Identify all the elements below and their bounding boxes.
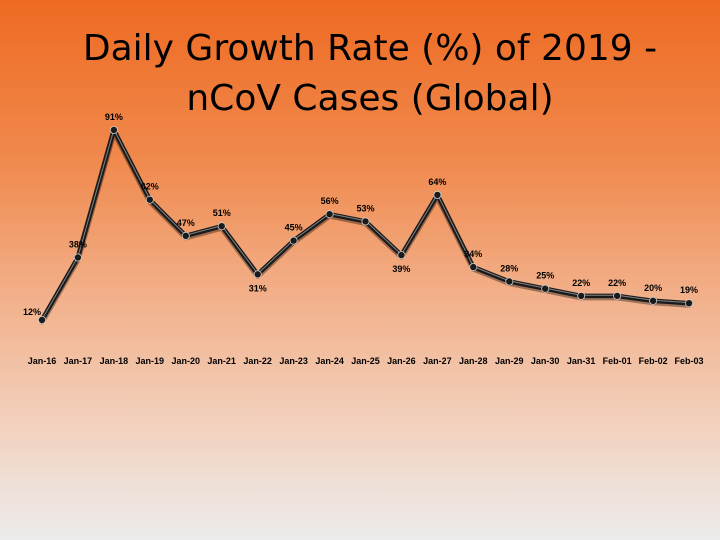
- data-label-feb-03: 19%: [680, 285, 698, 295]
- data-point-jan-22: [253, 270, 262, 279]
- x-tick-feb-01: Feb-01: [603, 356, 632, 366]
- data-label-jan-31: 22%: [572, 278, 590, 288]
- x-tick-jan-22: Jan-22: [243, 356, 272, 366]
- data-label-jan-29: 28%: [500, 264, 518, 274]
- data-points: [38, 126, 694, 324]
- series-line-group: [39, 127, 692, 325]
- data-point-jan-26: [397, 251, 406, 260]
- data-label-jan-25: 53%: [356, 203, 374, 213]
- x-tick-feb-02: Feb-02: [639, 356, 668, 366]
- x-tick-jan-26: Jan-26: [387, 356, 416, 366]
- data-point-jan-28: [469, 263, 478, 272]
- data-point-jan-19: [145, 195, 154, 204]
- x-tick-jan-25: Jan-25: [351, 356, 380, 366]
- x-tick-jan-19: Jan-19: [136, 356, 165, 366]
- data-label-jan-24: 56%: [321, 196, 339, 206]
- chart-title-line-1: Daily Growth Rate (%) of 2019 -: [82, 28, 658, 69]
- data-label-jan-26: 39%: [392, 264, 410, 274]
- data-point-jan-21: [217, 222, 226, 231]
- data-label-jan-28: 34%: [464, 249, 482, 259]
- data-point-jan-29: [505, 277, 514, 286]
- data-point-feb-01: [613, 291, 622, 300]
- x-tick-jan-16: Jan-16: [28, 356, 57, 366]
- data-point-jan-23: [289, 236, 298, 245]
- x-tick-jan-20: Jan-20: [172, 356, 201, 366]
- x-tick-jan-21: Jan-21: [207, 356, 236, 366]
- x-tick-jan-30: Jan-30: [531, 356, 560, 366]
- data-label-jan-18: 91%: [105, 112, 123, 122]
- x-axis-tick-labels: Jan-16 Jan-17 Jan-18 Jan-19 Jan-20 Jan-21 Jan-…: [28, 356, 704, 366]
- x-tick-jan-31: Jan-31: [567, 356, 596, 366]
- data-point-jan-25: [361, 217, 370, 226]
- data-labels: 12% 38% 91% 62% 47% 51% 31% 45% 56% 53% 39% 64% 34% 2…: [23, 112, 698, 317]
- data-label-jan-19: 62%: [141, 182, 159, 192]
- data-label-jan-20: 47%: [177, 218, 195, 228]
- data-label-jan-30: 25%: [536, 271, 554, 281]
- x-tick-jan-17: Jan-17: [64, 356, 93, 366]
- series-line-outline: [39, 128, 692, 325]
- x-tick-jan-23: Jan-23: [279, 356, 308, 366]
- chart-title: Daily Growth Rate (%) of 2019 - nCoV Cas…: [40, 24, 700, 124]
- x-tick-jan-28: Jan-28: [459, 356, 488, 366]
- data-point-jan-20: [181, 231, 190, 240]
- data-point-feb-03: [685, 299, 694, 308]
- data-point-jan-31: [577, 291, 586, 300]
- data-label-jan-16: 12%: [23, 307, 41, 317]
- data-point-jan-16: [38, 315, 47, 324]
- x-tick-jan-18: Jan-18: [100, 356, 129, 366]
- data-point-jan-17: [73, 253, 82, 262]
- chart-title-line-2: nCoV Cases (Global): [186, 78, 554, 119]
- data-label-jan-22: 31%: [249, 283, 267, 293]
- data-label-jan-17: 38%: [69, 240, 87, 250]
- data-label-feb-01: 22%: [608, 278, 626, 288]
- data-point-jan-30: [541, 284, 550, 293]
- x-tick-jan-29: Jan-29: [495, 356, 524, 366]
- data-point-jan-18: [109, 126, 118, 135]
- data-point-jan-24: [325, 210, 334, 219]
- data-label-jan-23: 45%: [285, 223, 303, 233]
- x-tick-jan-24: Jan-24: [315, 356, 344, 366]
- x-tick-jan-27: Jan-27: [423, 356, 452, 366]
- data-point-feb-02: [649, 296, 658, 305]
- x-tick-feb-03: Feb-03: [674, 356, 703, 366]
- data-point-jan-27: [433, 190, 442, 199]
- data-label-feb-02: 20%: [644, 283, 662, 293]
- data-label-jan-21: 51%: [213, 208, 231, 218]
- data-label-jan-27: 64%: [428, 177, 446, 187]
